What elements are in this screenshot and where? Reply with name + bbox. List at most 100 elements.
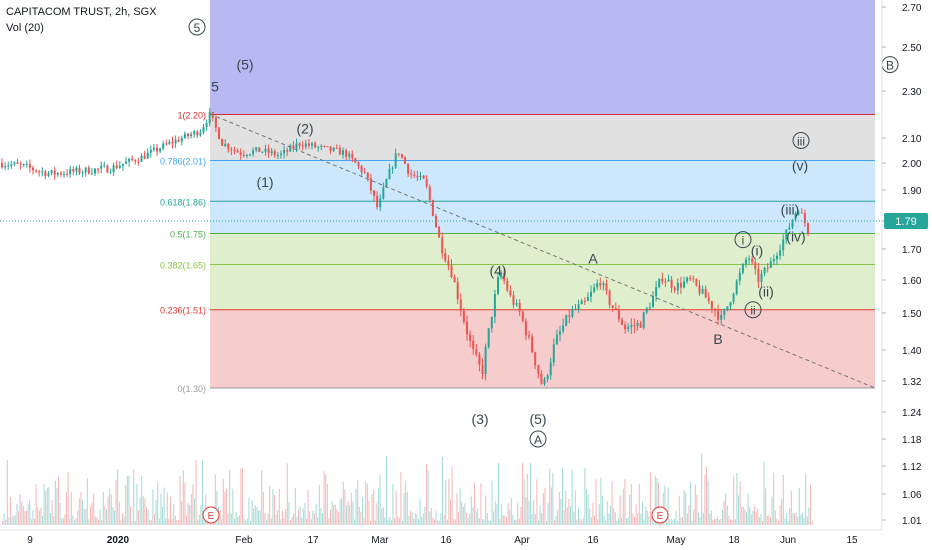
price-axis[interactable]: 1.01 1.06 1.12 1.18 1.24 1.32 1.40 1.50 1.60 1.70… (881, 0, 922, 530)
volume-bar (688, 505, 690, 525)
volume-bar (352, 501, 354, 525)
volume-bar (162, 507, 163, 525)
volume-bar (38, 510, 40, 525)
wave-label: (1) (256, 174, 273, 190)
volume-bar (669, 518, 671, 525)
volume-bar (637, 513, 639, 525)
candle-body (524, 320, 527, 336)
candle-body (134, 160, 137, 162)
volume-bar (635, 504, 637, 525)
price-tick-label: 1.70 (902, 245, 922, 256)
candle-body (487, 328, 490, 348)
volume-bar (339, 499, 341, 525)
volume-bar (346, 505, 347, 525)
volume-bar (216, 491, 218, 525)
candle-body (314, 143, 317, 148)
candle-body (100, 166, 103, 169)
time-tick-label: 16 (587, 535, 599, 546)
volume-bar (677, 520, 679, 525)
volume-bar (642, 501, 643, 525)
candle-body (227, 143, 230, 150)
candle-body (648, 307, 651, 309)
candle-body (555, 334, 558, 345)
volume-bar (472, 507, 474, 525)
volume-bar (443, 514, 445, 525)
price-tick-label: 1.32 (902, 377, 922, 388)
candle-body (779, 250, 782, 256)
volume-bar (269, 486, 271, 525)
volume-bar (278, 488, 280, 525)
volume-bar (349, 505, 351, 525)
candle-body (776, 255, 778, 260)
earnings-marker[interactable]: E (651, 506, 669, 524)
volume-bar (286, 463, 288, 525)
volume-bar (453, 518, 455, 525)
volume-bar (347, 501, 349, 525)
volume-bar (518, 518, 520, 525)
volume-bar (21, 501, 23, 525)
volume-bar (629, 495, 631, 525)
volume-bar (226, 488, 227, 525)
volume-bar (419, 498, 421, 525)
volume-bar (250, 520, 251, 525)
wave-label: B (886, 59, 894, 73)
volume-bar (589, 508, 591, 525)
candle-body (652, 296, 654, 308)
volume-bar (430, 508, 432, 525)
candle-body (772, 259, 775, 262)
candle-body (22, 164, 25, 166)
volume-bar (328, 518, 330, 525)
volume-bar (643, 519, 645, 525)
candle-body (586, 296, 589, 301)
volume-bar (504, 515, 506, 525)
candle-body (298, 143, 301, 146)
volume-bar (570, 506, 571, 525)
volume-bar (350, 492, 352, 525)
volume-bar (262, 491, 264, 525)
volume-bar (242, 468, 243, 525)
time-axis[interactable]: 9 2020 Feb 17 Mar 16 Apr 16 May 18 Jun 15 (0, 529, 882, 546)
candle-body (47, 173, 50, 177)
volume-bar (526, 473, 528, 525)
candle-body (233, 150, 236, 152)
volume-bar (184, 482, 186, 525)
candle-body (667, 279, 670, 282)
volume-bar (699, 517, 701, 525)
volume-bar (371, 494, 373, 525)
earnings-marker[interactable]: E (202, 506, 220, 524)
volume-bar (514, 519, 515, 525)
volume-bar (584, 467, 586, 525)
fib-zone (210, 114, 875, 161)
volume-bar (130, 506, 131, 525)
volume-bar (194, 498, 195, 525)
volume-bar (397, 516, 399, 525)
candle-body (717, 310, 720, 320)
volume-bar (80, 491, 82, 525)
wave-label: (ii) (758, 284, 774, 300)
candle-body (645, 308, 648, 313)
volume-bar (384, 517, 386, 525)
wave-label: (2) (296, 121, 313, 137)
volume-bar (110, 494, 112, 525)
volume-bar (173, 504, 175, 525)
volume-bar (554, 520, 555, 525)
volume-bar (413, 518, 415, 525)
candle-body (84, 167, 87, 173)
candle-body (75, 167, 78, 172)
volume-bar (616, 520, 618, 525)
volume-bar (107, 496, 109, 525)
fib-level-label: 0.236(1.51) (160, 306, 206, 316)
volume-bar (277, 510, 279, 525)
candle-body (562, 325, 565, 332)
candle-body (261, 151, 264, 153)
volume-bar (717, 516, 719, 525)
wave-label: A (534, 433, 542, 447)
volume-bar (752, 510, 754, 525)
volume-bar (150, 520, 152, 525)
volume-bar (402, 520, 403, 525)
candle-body (258, 147, 261, 152)
candle-body (431, 200, 434, 216)
volume-bar (725, 493, 727, 525)
volume-bar (595, 478, 597, 525)
